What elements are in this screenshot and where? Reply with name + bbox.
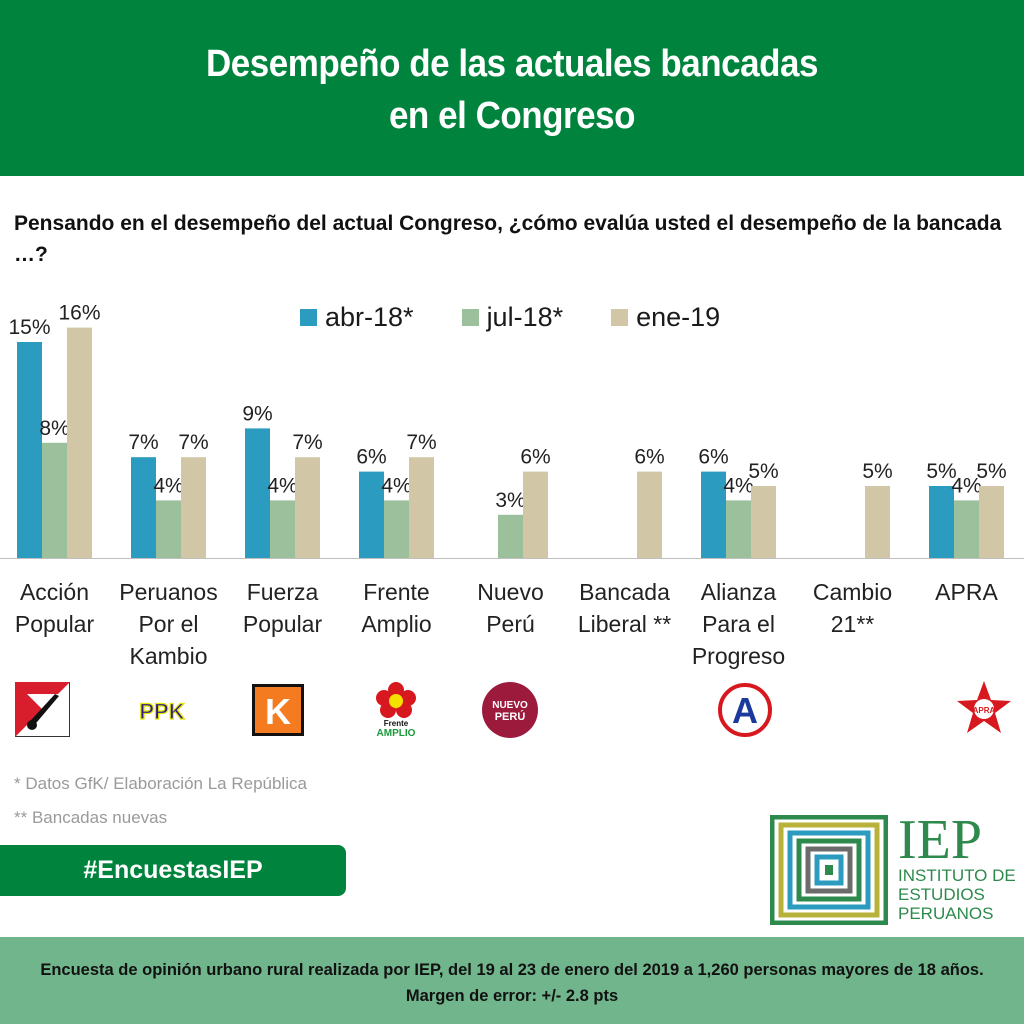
ppk-logo: PPK <box>139 698 186 724</box>
legend-swatch-jul <box>461 309 479 326</box>
legend-swatch-abr <box>300 309 317 326</box>
data-label-ene19-1: 7% <box>178 431 208 454</box>
iep-fullname: INSTITUTO DE ESTUDIOS PERUANOS <box>898 866 1016 923</box>
footer-banner: Encuesta de opinión urbano rural realiza… <box>0 937 1024 1024</box>
bar-abr18-8 <box>929 486 954 558</box>
data-label-ene19-0: 16% <box>58 302 100 325</box>
source-footnote: * Datos GfK/ Elaboración La República <box>14 774 307 793</box>
frente-amplio-logo: Frente AMPLIO <box>376 682 416 738</box>
accion-popular-logo <box>15 682 70 737</box>
bar-abr18-3 <box>359 471 384 558</box>
new-caucus-footnote: ** Bancadas nuevas <box>14 808 168 827</box>
bar-jul18-1 <box>156 500 181 558</box>
iep-acronym: IEP <box>898 809 982 871</box>
data-label-jul18-6: 4% <box>723 474 753 497</box>
bar-ene19-5 <box>637 471 662 558</box>
legend-label-abr: abr-18* <box>325 302 414 332</box>
bar-ene19-1 <box>181 457 206 558</box>
iep-maze-logo <box>770 815 888 925</box>
data-label-ene19-5: 6% <box>634 446 664 469</box>
iep-line-3: PERUANOS <box>898 904 994 923</box>
category-label-7: Cambio 21** <box>812 579 893 637</box>
legend-label-ene: ene-19 <box>636 302 721 332</box>
bar-ene19-3 <box>409 457 434 558</box>
bar-abr18-0 <box>17 342 42 558</box>
legend-item-abr: abr-18* <box>300 302 414 333</box>
data-label-ene19-2: 7% <box>292 431 322 454</box>
category-label-3: Frente Amplio <box>361 579 432 637</box>
category-label-1: Peruanos Por el Kambio <box>119 579 218 669</box>
data-label-abr18-2: 9% <box>242 402 272 425</box>
hashtag-banner: #EncuestasIEP <box>0 845 346 896</box>
bar-jul18-6 <box>726 500 751 558</box>
data-label-ene19-7: 5% <box>862 460 892 483</box>
header-banner: Desempeño de las actuales bancadas en el… <box>0 0 1024 176</box>
survey-question: Pensando en el desempeño del actual Cong… <box>14 212 1002 266</box>
data-label-ene19-8: 5% <box>976 460 1006 483</box>
data-label-jul18-1: 4% <box>153 474 183 497</box>
bar-ene19-4 <box>523 471 548 558</box>
data-label-ene19-4: 6% <box>520 446 550 469</box>
apra-logo: APRA <box>957 681 1011 733</box>
page-title: Desempeño de las actuales bancadas en el… <box>41 38 983 142</box>
title-line-1: Desempeño de las actuales bancadas <box>205 43 818 85</box>
app-logo: A <box>718 683 772 737</box>
svg-text:AMPLIO: AMPLIO <box>377 728 416 738</box>
data-label-ene19-6: 5% <box>748 460 778 483</box>
category-label-0: Acción Popular <box>14 579 95 637</box>
svg-text:PERÚ: PERÚ <box>495 710 526 723</box>
svg-text:A: A <box>732 690 758 731</box>
bar-jul18-3 <box>384 500 409 558</box>
iep-line-2: ESTUDIOS <box>898 885 985 904</box>
iep-line-1: INSTITUTO DE <box>898 866 1016 885</box>
bar-jul18-8 <box>954 500 979 558</box>
legend-item-jul: jul-18* <box>461 302 564 333</box>
fuerza-popular-logo: K <box>252 684 304 736</box>
svg-text:APRA: APRA <box>973 706 996 715</box>
data-label-abr18-8: 5% <box>926 460 956 483</box>
bar-ene19-2 <box>295 457 320 558</box>
ppk-logo-text: PPK <box>139 699 184 724</box>
legend-label-jul: jul-18* <box>486 302 564 332</box>
title-line-2: en el Congreso <box>388 95 636 137</box>
bar-jul18-4 <box>498 514 523 558</box>
svg-text:K: K <box>265 691 291 732</box>
hashtag-text: #EncuestasIEP <box>83 856 263 884</box>
bar-jul18-0 <box>42 442 67 558</box>
chart-legend: abr-18* jul-18* ene-19 <box>300 302 768 333</box>
data-label-jul18-3: 4% <box>381 474 411 497</box>
data-label-abr18-0: 15% <box>8 316 50 339</box>
category-label-2: Fuerza Popular <box>242 579 323 637</box>
bar-ene19-8 <box>979 486 1004 558</box>
data-label-jul18-8: 4% <box>951 474 981 497</box>
bar-ene19-7 <box>865 486 890 558</box>
survey-methodology: Encuesta de opinión urbano rural realiza… <box>40 961 984 1005</box>
bar-chart: 15%8%16%7%4%7%9%4%7%6%4%7%3%6% 6% 6%4%5% 5%… <box>0 302 1024 559</box>
category-label-8: APRA <box>935 579 998 605</box>
bar-ene19-0 <box>67 327 92 558</box>
category-label-4: Nuevo Perú <box>477 579 544 637</box>
category-label-6: Alianza Para el Progreso <box>691 579 786 669</box>
category-label-5: Bancada Liberal ** <box>577 579 672 637</box>
svg-text:Frente: Frente <box>384 719 409 728</box>
svg-text:NUEVO: NUEVO <box>492 700 528 711</box>
data-label-abr18-1: 7% <box>128 431 158 454</box>
data-label-abr18-6: 6% <box>698 446 728 469</box>
bar-abr18-1 <box>131 457 156 558</box>
data-label-jul18-2: 4% <box>267 474 297 497</box>
data-label-ene19-3: 7% <box>406 431 436 454</box>
legend-swatch-ene <box>611 309 629 326</box>
data-label-jul18-0: 8% <box>39 417 69 440</box>
bar-ene19-6 <box>751 486 776 558</box>
bar-abr18-2 <box>245 428 270 558</box>
legend-item-ene: ene-19 <box>611 302 720 333</box>
bar-jul18-2 <box>270 500 295 558</box>
nuevo-peru-logo: NUEVO PERÚ <box>482 682 538 738</box>
bar-abr18-6 <box>701 471 726 558</box>
data-label-abr18-3: 6% <box>356 446 386 469</box>
data-label-jul18-4: 3% <box>495 489 525 512</box>
